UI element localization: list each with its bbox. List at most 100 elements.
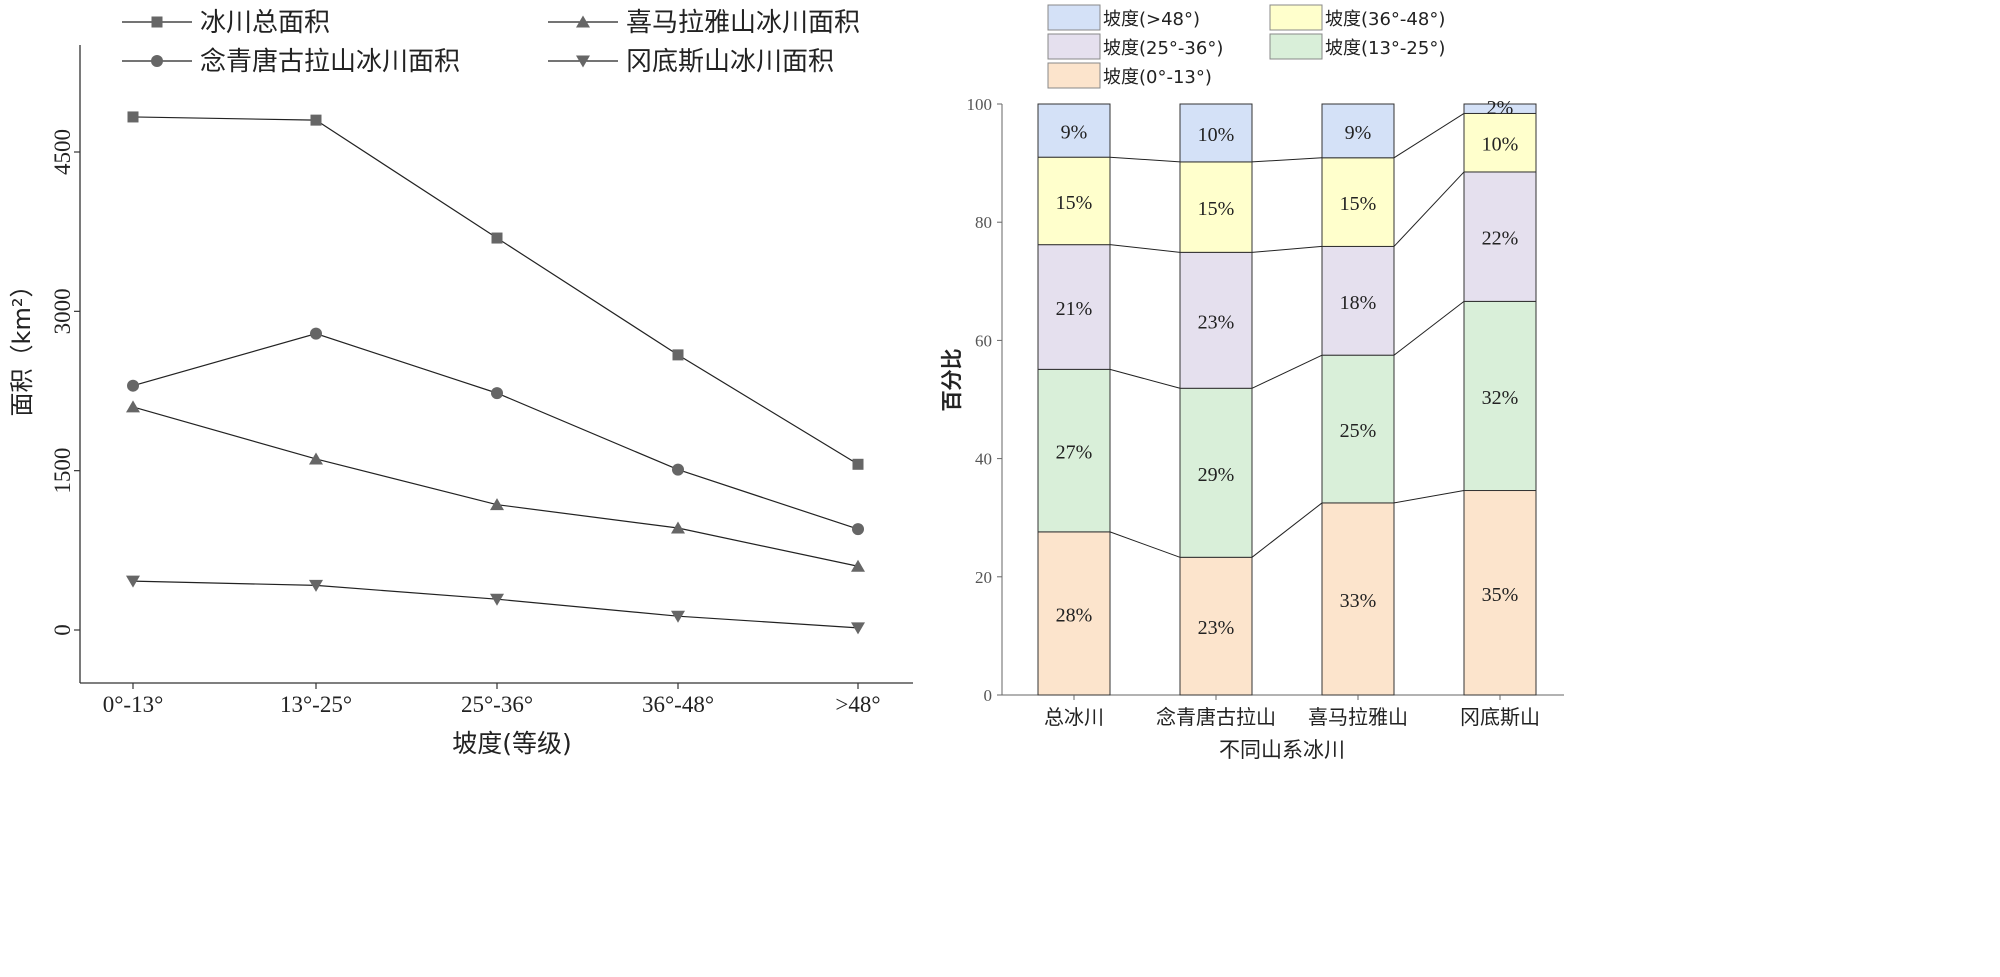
data-label: 9% — [1345, 122, 1372, 144]
data-label: 29% — [1198, 464, 1235, 486]
data-point — [851, 559, 865, 572]
data-label: 10% — [1482, 134, 1519, 156]
y-tick-label: 4500 — [50, 129, 75, 175]
y-tick-label: 100 — [967, 95, 993, 114]
y-tick-label: 80 — [975, 213, 992, 232]
legend-marker — [576, 55, 590, 68]
data-point — [851, 622, 865, 635]
legend-swatch — [1047, 33, 1101, 60]
line-chart-panel: 0 1500 3000 4500 0°-13° 13°-25° 25°-36° 36°-48°… — [8, 8, 913, 758]
bar-segment — [1463, 112, 1537, 173]
data-point — [852, 458, 864, 470]
x-tick-label: 喜马拉雅山 — [1308, 705, 1408, 729]
data-point — [127, 111, 139, 123]
data-label: 15% — [1056, 192, 1093, 214]
y-tick-label: 0 — [50, 624, 75, 636]
connector-line — [1109, 244, 1181, 253]
bar-segment — [1179, 251, 1253, 389]
bar-segment — [1321, 354, 1395, 504]
data-label: 25% — [1340, 420, 1377, 442]
legend-marker — [151, 55, 163, 67]
x-tick-label: 念青唐古拉山 — [1156, 705, 1276, 729]
bar-segment — [1179, 556, 1253, 696]
bar-segment — [1463, 171, 1537, 302]
chart-canvas: 0 1500 3000 4500 0°-13° 13°-25° 25°-36° 36°-48°… — [8, 4, 1564, 762]
legend-label: 喜马拉雅山冰川面积 — [626, 8, 860, 38]
connector-line — [1109, 368, 1181, 389]
y-tick-label: 60 — [975, 331, 992, 350]
x-tick-label: 0°-13° — [103, 692, 164, 717]
y-tick-label: 40 — [975, 450, 992, 469]
connector-line — [1393, 171, 1465, 247]
y-tick-label: 0 — [984, 686, 993, 705]
data-point — [671, 521, 685, 534]
legend-label: 坡度(36°-48°) — [1325, 9, 1445, 30]
data-label: 35% — [1482, 584, 1519, 606]
data-point — [672, 463, 684, 476]
x-tick-label: 13°-25° — [280, 692, 352, 717]
data-label: 23% — [1198, 617, 1235, 639]
legend-marker — [576, 15, 590, 28]
data-point — [491, 387, 503, 400]
data-label: 21% — [1056, 298, 1093, 320]
bar-segment — [1463, 300, 1537, 492]
legend-marker — [151, 16, 163, 28]
connector-line — [1109, 531, 1181, 558]
data-label: 32% — [1482, 387, 1519, 409]
data-point — [852, 523, 864, 536]
connector-line — [1251, 502, 1323, 558]
data-label: 2% — [1487, 97, 1514, 119]
data-point — [310, 327, 322, 340]
legend-label: 坡度(0°-13°) — [1103, 67, 1212, 88]
series-line — [132, 406, 859, 567]
stacked-bar-chart-panel: 0 20 40 60 80 100 28% 27% 21% 15% 9% 总冰川 23% 29% 23% 15… — [940, 4, 1564, 762]
x-tick-label: >48° — [835, 692, 880, 717]
x-axis-title: 不同山系冰川 — [1219, 738, 1345, 762]
data-point — [490, 593, 504, 606]
x-tick-label: 25°-36° — [461, 692, 533, 717]
legend-label: 坡度(13°-25°) — [1325, 38, 1445, 59]
bar-segment — [1463, 103, 1537, 114]
y-tick-label: 1500 — [50, 448, 75, 494]
x-tick-label: 总冰川 — [1044, 705, 1104, 729]
x-axis-title: 坡度(等级) — [452, 729, 572, 758]
data-label: 22% — [1482, 228, 1519, 250]
bar-segment — [1037, 368, 1111, 533]
bar-segment — [1321, 245, 1395, 356]
data-point — [490, 498, 504, 511]
data-point — [126, 575, 140, 588]
connector-line — [1393, 490, 1465, 504]
data-label: 10% — [1198, 124, 1235, 146]
bar-segment — [1179, 387, 1253, 558]
connector-line — [1251, 354, 1323, 389]
data-point — [491, 232, 503, 244]
bar-segment — [1179, 103, 1253, 163]
bar-segment — [1179, 161, 1253, 253]
data-label: 9% — [1061, 122, 1088, 144]
bar-segment — [1321, 502, 1395, 696]
legend-swatch — [1047, 62, 1101, 89]
data-point — [310, 114, 322, 126]
legend-label: 冈底斯山冰川面积 — [626, 47, 834, 77]
connector-line — [1393, 113, 1465, 159]
series-line — [132, 333, 859, 530]
data-point — [127, 379, 139, 392]
x-tick-label: 36°-48° — [642, 692, 714, 717]
data-point — [671, 610, 685, 623]
data-label: 28% — [1056, 604, 1093, 626]
legend-swatch — [1269, 33, 1323, 60]
series-line — [132, 116, 859, 465]
y-axis-title: 面积（km²） — [8, 274, 36, 417]
data-label: 15% — [1198, 198, 1235, 220]
data-label: 33% — [1340, 590, 1377, 612]
legend-label: 冰川总面积 — [200, 8, 330, 38]
y-tick-label: 20 — [975, 568, 992, 587]
legend-label: 坡度(25°-36°) — [1103, 38, 1223, 59]
data-point — [126, 400, 140, 413]
legend-swatch — [1269, 4, 1323, 31]
bar-segment — [1037, 156, 1111, 246]
data-label: 15% — [1340, 193, 1377, 215]
connector-line — [1251, 157, 1323, 163]
bar-segment — [1037, 103, 1111, 158]
legend-label: 坡度(>48°) — [1103, 9, 1200, 30]
